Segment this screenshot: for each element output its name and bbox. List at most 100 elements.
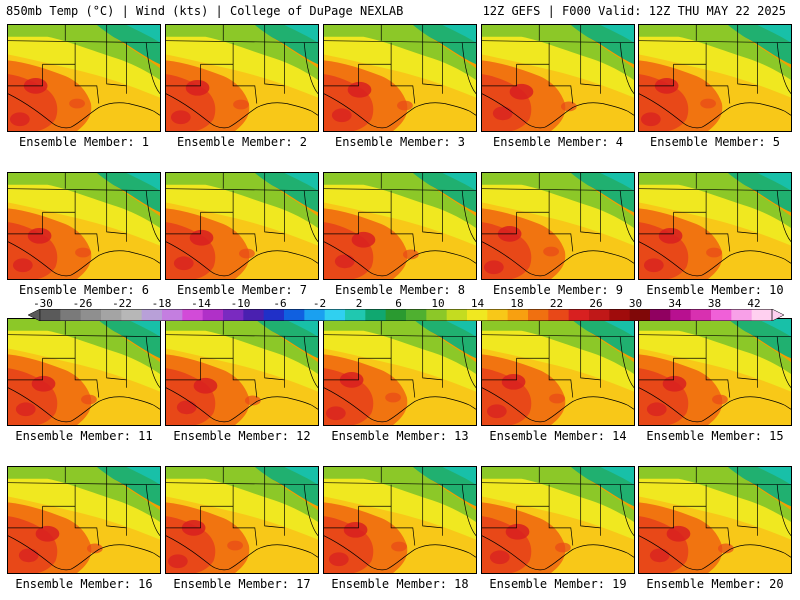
ensemble-map-panel (481, 466, 635, 574)
colorbar-swatch (345, 309, 366, 321)
ensemble-member-label: Ensemble Member: 17 (173, 577, 311, 591)
colorbar-swatch (467, 309, 488, 321)
ensemble-map-panel (638, 318, 792, 426)
colorbar-swatch (711, 309, 732, 321)
colorbar-swatch (548, 309, 570, 321)
ensemble-member-label: Ensemble Member: 6 (18, 283, 150, 297)
ensemble-map-panel (165, 466, 319, 574)
colorbar-swatch (182, 309, 204, 321)
colorbar-tick-label: 30 (628, 297, 643, 310)
colorbar-tick-label: 42 (747, 297, 761, 310)
ensemble-member-label: Ensemble Member: 4 (492, 135, 624, 149)
colorbar-swatch (284, 309, 305, 321)
ensemble-member-label: Ensemble Member: 12 (173, 429, 311, 443)
colorbar-tick-label: 38 (707, 297, 722, 310)
colorbar-tick-label: 26 (589, 297, 603, 310)
ensemble-map-panel (7, 24, 161, 132)
colorbar-swatch (101, 309, 122, 321)
colorbar-swatch (528, 309, 549, 321)
ensemble-member-label: Ensemble Member: 11 (15, 429, 153, 443)
colorbar-tick-label: 10 (431, 297, 445, 310)
colorbar-swatch (589, 309, 610, 321)
ensemble-member-label: Ensemble Member: 14 (489, 429, 627, 443)
ensemble-map-panel (638, 24, 792, 132)
colorbar-tick-label: -10 (230, 297, 251, 310)
colorbar-tick-label: -6 (273, 297, 287, 310)
colorbar-swatch (650, 309, 671, 321)
colorbar-swatch (609, 309, 631, 321)
colorbar-swatch (223, 309, 244, 321)
colorbar-swatch (690, 309, 712, 321)
colorbar-swatch (446, 309, 468, 321)
ensemble-map-panel (323, 172, 477, 280)
colorbar-tick-label: 18 (510, 297, 524, 310)
colorbar-swatch (243, 309, 265, 321)
ensemble-member-label: Ensemble Member: 19 (489, 577, 627, 591)
ensemble-map-panel (638, 172, 792, 280)
colorbar-swatch (40, 309, 61, 321)
ensemble-map-panel (323, 318, 477, 426)
ensemble-member-label: Ensemble Member: 8 (334, 283, 466, 297)
ensemble-member-label: Ensemble Member: 7 (176, 283, 308, 297)
ensemble-map-panel (165, 318, 319, 426)
colorbar-swatch (751, 309, 773, 321)
colorbar-swatch (507, 309, 529, 321)
colorbar-swatch (670, 309, 692, 321)
ensemble-map-panel (323, 24, 477, 132)
colorbar-swatch (263, 309, 285, 321)
ensemble-map-panel (7, 466, 161, 574)
ensemble-map-panel (481, 172, 635, 280)
colorbar-tick-label: 22 (549, 297, 564, 310)
ensemble-member-label: Ensemble Member: 2 (176, 135, 308, 149)
colorbar-swatch (141, 309, 163, 321)
colorbar-tick-label: -22 (112, 297, 132, 310)
colorbar-swatch (304, 309, 326, 321)
ensemble-map-panel (481, 318, 635, 426)
colorbar-tick-label: -30 (33, 297, 53, 310)
colorbar-swatch (162, 309, 183, 321)
colorbar-tick-label: 6 (395, 297, 402, 310)
ensemble-member-label: Ensemble Member: 13 (331, 429, 469, 443)
ensemble-member-label: Ensemble Member: 15 (646, 429, 784, 443)
run-info: 12Z GEFS | F000 Valid: 12Z THU MAY 22 20… (482, 4, 786, 18)
colorbar-swatch (60, 309, 82, 321)
colorbar-outline (39, 309, 773, 321)
colorbar-tick-label: 34 (668, 297, 682, 310)
ensemble-member-label: Ensemble Member: 9 (492, 283, 624, 297)
ensemble-map-panel (481, 24, 635, 132)
ensemble-map-panel (7, 318, 161, 426)
colorbar-swatch (568, 309, 590, 321)
ensemble-member-label: Ensemble Member: 3 (334, 135, 466, 149)
ensemble-map-panel (323, 466, 477, 574)
colorbar-tick-label: 2 (355, 297, 363, 310)
colorbar-swatch (365, 309, 387, 321)
colorbar-swatch (406, 309, 427, 321)
colorbar-swatch (121, 309, 143, 321)
colorbar-swatch (629, 309, 651, 321)
colorbar-swatch (385, 309, 407, 321)
colorbar-swatch (80, 309, 102, 321)
ensemble-member-label: Ensemble Member: 20 (646, 577, 784, 591)
colorbar-tick-label: -18 (151, 297, 172, 310)
ensemble-member-label: Ensemble Member: 10 (646, 283, 784, 297)
colorbar-tick-label: -14 (191, 297, 211, 310)
ensemble-map-panel (638, 466, 792, 574)
colorbar-max-arrow (771, 309, 784, 321)
ensemble-member-label: Ensemble Member: 5 (649, 135, 781, 149)
colorbar-swatch (324, 309, 346, 321)
colorbar-tick-label: -26 (72, 297, 93, 310)
colorbar-swatch (426, 309, 448, 321)
colorbar-tick-label: -2 (312, 297, 327, 310)
ensemble-map-panel (7, 172, 161, 280)
colorbar-tick-label: 14 (470, 297, 485, 310)
colorbar-strip (28, 309, 784, 321)
ensemble-member-label: Ensemble Member: 18 (331, 577, 469, 591)
ensemble-map-panel (165, 172, 319, 280)
ensemble-member-label: Ensemble Member: 1 (18, 135, 150, 149)
colorbar-swatch (487, 309, 509, 321)
chart-title: 850mb Temp (°C) | Wind (kts) | College o… (6, 4, 404, 18)
ensemble-map-panel (165, 24, 319, 132)
ensemble-member-label: Ensemble Member: 16 (15, 577, 153, 591)
colorbar-swatch (731, 309, 753, 321)
colorbar-swatch (202, 309, 224, 321)
